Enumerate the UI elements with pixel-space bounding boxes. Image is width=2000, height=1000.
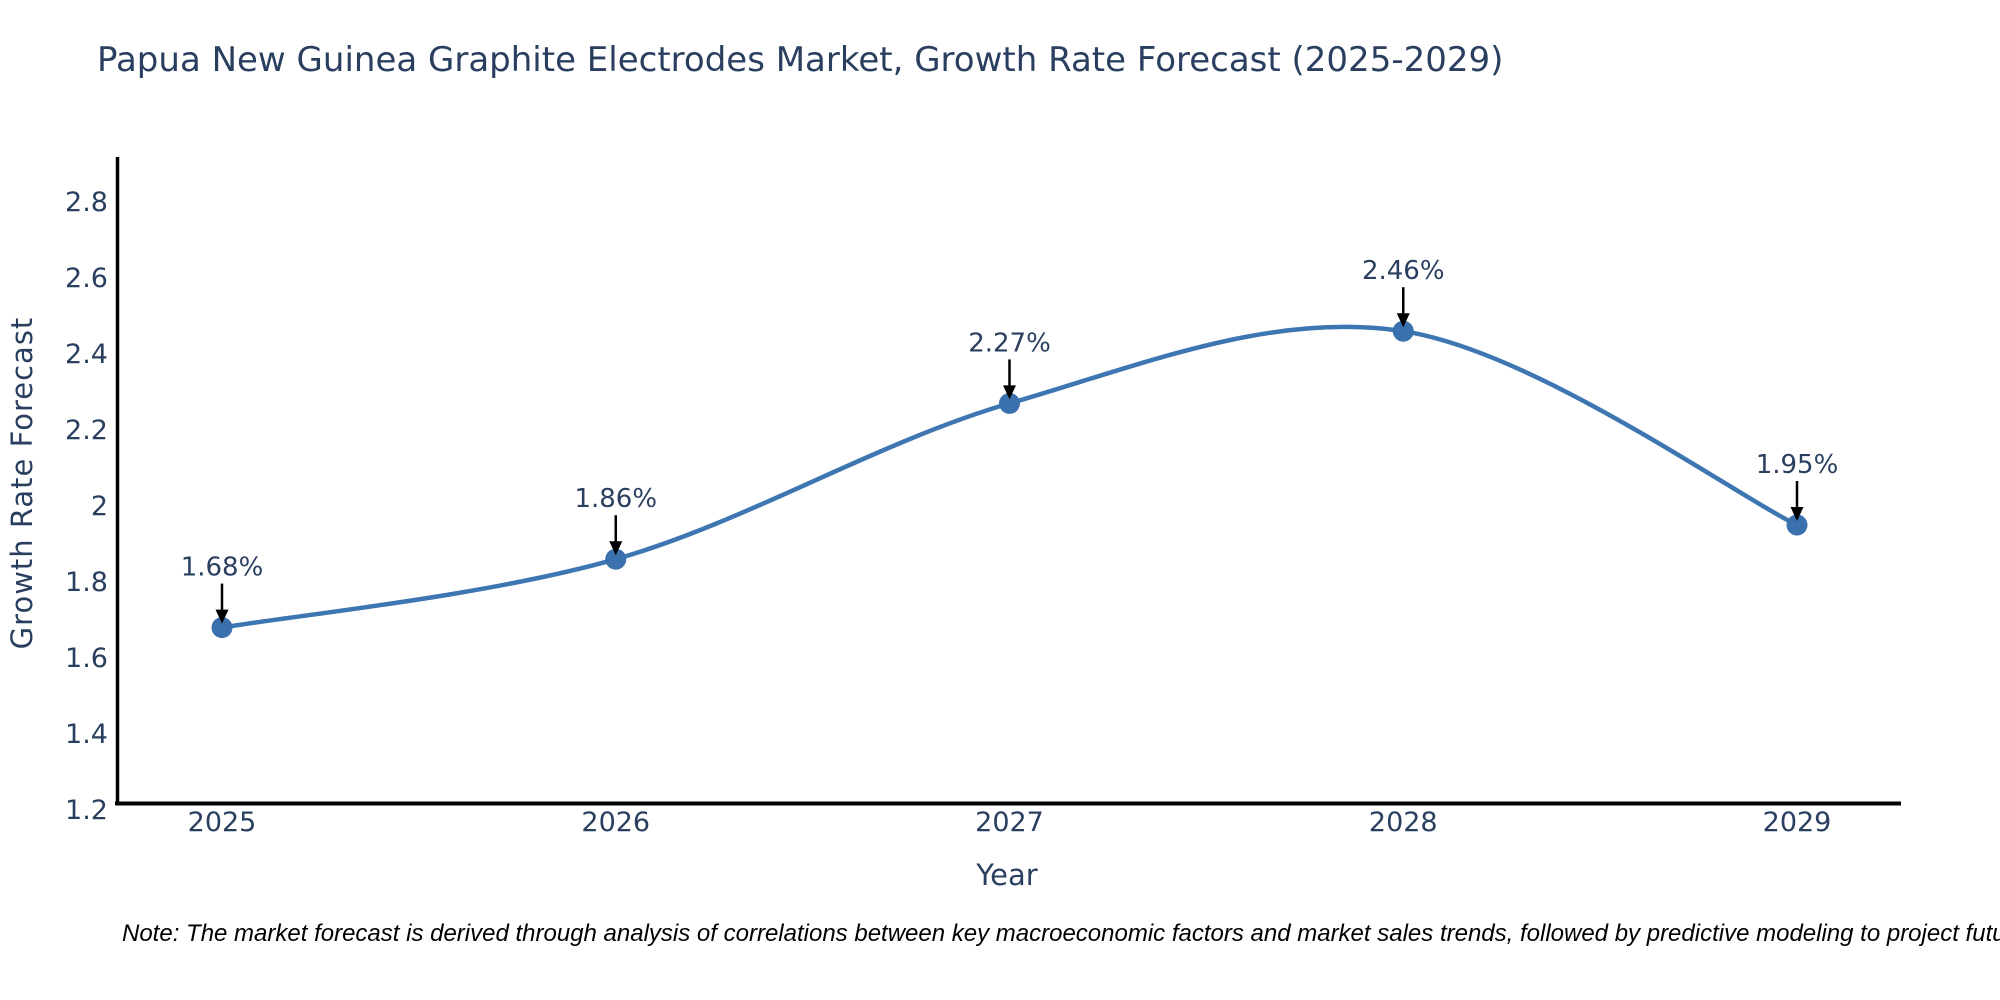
y-tick-label: 2	[91, 491, 108, 522]
footnote: Note: The market forecast is derived thr…	[122, 920, 2000, 947]
annotation-arrowhead	[215, 609, 229, 624]
y-tick-label: 1.2	[65, 795, 108, 826]
data-point-marker	[605, 548, 627, 570]
x-tick-label: 2029	[1763, 807, 1832, 838]
annotation-label: 1.95%	[1756, 450, 1839, 480]
data-point-marker	[1392, 320, 1414, 342]
y-tick-label: 2.8	[65, 187, 108, 218]
annotation-arrowhead	[609, 541, 623, 556]
y-tick-label: 2.2	[65, 415, 108, 446]
data-point-marker	[211, 617, 233, 639]
annotation-label: 1.86%	[574, 484, 657, 514]
y-tick-label: 1.8	[65, 567, 108, 598]
x-tick-label: 2028	[1369, 807, 1438, 838]
y-tick-label: 2.4	[65, 339, 108, 370]
annotation-label: 2.27%	[968, 328, 1051, 358]
annotation-arrowhead	[1396, 313, 1410, 328]
y-tick-label: 1.6	[65, 643, 108, 674]
y-tick-label: 1.4	[65, 719, 108, 750]
annotation-label: 2.46%	[1362, 256, 1445, 286]
data-point-marker	[999, 392, 1020, 414]
x-tick-label: 2025	[188, 807, 257, 838]
y-tick-label: 2.6	[65, 263, 108, 294]
annotation-arrowhead	[1790, 507, 1804, 521]
annotation-arrowhead	[1003, 385, 1016, 400]
annotation-label: 1.68%	[181, 553, 264, 583]
chart-title: Papua New Guinea Graphite Electrodes Mar…	[97, 40, 1504, 80]
x-tick-label: 2026	[581, 807, 650, 838]
x-tick-label: 2027	[975, 807, 1044, 838]
data-point-marker	[1786, 514, 1808, 536]
x-axis-title: Year	[976, 858, 1038, 892]
